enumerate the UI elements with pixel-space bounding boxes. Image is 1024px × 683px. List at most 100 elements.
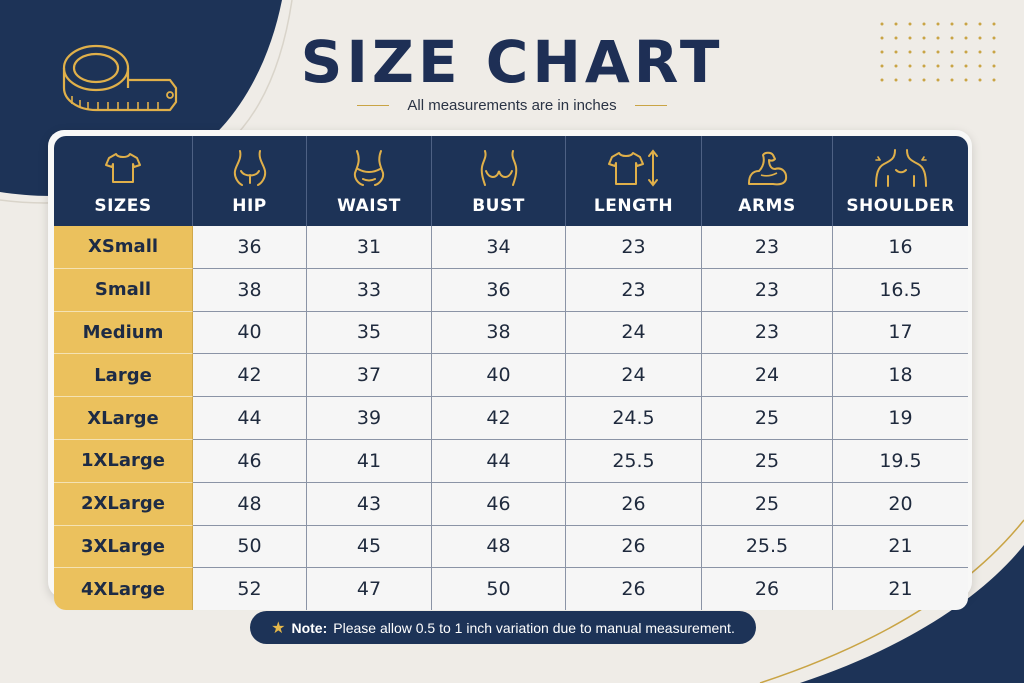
- note-label: Note:: [291, 619, 328, 636]
- measurement-cell-shoulder: 19: [833, 397, 968, 440]
- measurement-cell-hip: 44: [193, 397, 307, 440]
- measurement-cell-waist: 41: [307, 439, 432, 483]
- measurement-cell-arms: 25: [702, 439, 833, 483]
- measurement-cell-length: 23: [566, 226, 702, 269]
- table-row: Large 42 37 40 24 24 18: [54, 354, 968, 398]
- table-row: XSmall 36 31 34 23 23 16: [54, 226, 968, 269]
- size-label-cell: Large: [54, 354, 193, 398]
- measurement-cell-shoulder: 21: [833, 568, 968, 611]
- table-body: XSmall 36 31 34 23 23 16 Small 38 33 36 23 23 16.5 Med…: [54, 226, 968, 611]
- length-icon: [607, 148, 661, 188]
- waist-icon: [349, 148, 389, 188]
- measurement-cell-arms: 25: [702, 397, 833, 440]
- column-header-arms: ARMS: [702, 136, 833, 226]
- size-label-cell: 4XLarge: [54, 568, 193, 611]
- size-label-cell: Small: [54, 268, 193, 312]
- table-row: 3XLarge 50 45 48 26 25.5 21: [54, 525, 968, 569]
- size-label-cell: Medium: [54, 311, 193, 355]
- measurement-cell-hip: 48: [193, 482, 307, 526]
- measurement-cell-arms: 25: [702, 482, 833, 526]
- page-title: SIZE CHART: [300, 28, 724, 96]
- column-header-bust: BUST: [432, 136, 566, 226]
- measurement-cell-waist: 35: [307, 311, 432, 355]
- size-table: SIZES HIP WAIST BUST LEN: [54, 136, 968, 611]
- measurement-cell-bust: 34: [432, 226, 566, 269]
- measurement-cell-hip: 40: [193, 311, 307, 355]
- measurement-cell-bust: 44: [432, 439, 566, 483]
- table-header-row: SIZES HIP WAIST BUST LEN: [54, 136, 968, 226]
- column-header-sizes: SIZES: [54, 136, 193, 226]
- table-row: 2XLarge 48 43 46 26 25 20: [54, 482, 968, 526]
- measurement-cell-shoulder: 18: [833, 354, 968, 398]
- note-banner: ★ Note: Please allow 0.5 to 1 inch varia…: [250, 611, 756, 644]
- table-row: 1XLarge 46 41 44 25.5 25 19.5: [54, 439, 968, 483]
- subtitle: All measurements are in inches: [407, 97, 617, 114]
- measurement-cell-hip: 42: [193, 354, 307, 398]
- measurement-cell-hip: 46: [193, 439, 307, 483]
- measurement-cell-bust: 36: [432, 268, 566, 312]
- arm-icon: [745, 148, 789, 188]
- measurement-cell-length: 24: [566, 354, 702, 398]
- measurement-cell-bust: 38: [432, 311, 566, 355]
- measurement-cell-waist: 39: [307, 397, 432, 440]
- star-icon: ★: [271, 619, 286, 637]
- measurement-cell-waist: 33: [307, 268, 432, 312]
- size-label-cell: 3XLarge: [54, 525, 193, 569]
- measurement-cell-shoulder: 19.5: [833, 439, 968, 483]
- column-header-hip: HIP: [193, 136, 307, 226]
- note-text: Please allow 0.5 to 1 inch variation due…: [333, 619, 735, 636]
- size-label-cell: XLarge: [54, 397, 193, 440]
- measurement-cell-arms: 24: [702, 354, 833, 398]
- subtitle-row: All measurements are in inches: [0, 97, 1024, 114]
- measurement-cell-shoulder: 16: [833, 226, 968, 269]
- measurement-cell-waist: 47: [307, 568, 432, 611]
- measurement-cell-waist: 45: [307, 525, 432, 569]
- measurement-cell-waist: 43: [307, 482, 432, 526]
- measurement-cell-shoulder: 21: [833, 525, 968, 569]
- column-header-waist: WAIST: [307, 136, 432, 226]
- size-label-cell: 1XLarge: [54, 439, 193, 483]
- shoulder-icon: [874, 148, 928, 188]
- measurement-cell-length: 26: [566, 482, 702, 526]
- measurement-cell-arms: 23: [702, 268, 833, 312]
- column-header-length: LENGTH: [566, 136, 702, 226]
- measurement-cell-length: 26: [566, 568, 702, 611]
- measurement-cell-bust: 42: [432, 397, 566, 440]
- measurement-cell-arms: 23: [702, 311, 833, 355]
- measurement-cell-bust: 48: [432, 525, 566, 569]
- measurement-cell-hip: 52: [193, 568, 307, 611]
- measurement-cell-arms: 26: [702, 568, 833, 611]
- bust-icon: [477, 148, 521, 188]
- measurement-cell-length: 23: [566, 268, 702, 312]
- size-label-cell: 2XLarge: [54, 482, 193, 526]
- measurement-cell-length: 26: [566, 525, 702, 569]
- measuring-tape-icon: [62, 44, 178, 112]
- dot-pattern-decoration: [880, 22, 996, 82]
- table-row: Medium 40 35 38 24 23 17: [54, 311, 968, 355]
- measurement-cell-length: 24: [566, 311, 702, 355]
- measurement-cell-bust: 46: [432, 482, 566, 526]
- measurement-cell-shoulder: 16.5: [833, 268, 968, 312]
- tshirt-icon: [104, 148, 142, 188]
- measurement-cell-hip: 38: [193, 268, 307, 312]
- hip-icon: [230, 148, 270, 188]
- measurement-cell-shoulder: 20: [833, 482, 968, 526]
- measurement-cell-length: 25.5: [566, 439, 702, 483]
- measurement-cell-bust: 40: [432, 354, 566, 398]
- measurement-cell-bust: 50: [432, 568, 566, 611]
- divider-left: [357, 105, 390, 106]
- divider-right: [634, 105, 667, 106]
- table-row: 4XLarge 52 47 50 26 26 21: [54, 568, 968, 611]
- measurement-cell-length: 24.5: [566, 397, 702, 440]
- measurement-cell-waist: 31: [307, 226, 432, 269]
- measurement-cell-arms: 23: [702, 226, 833, 269]
- table-row: XLarge 44 39 42 24.5 25 19: [54, 397, 968, 440]
- measurement-cell-waist: 37: [307, 354, 432, 398]
- measurement-cell-arms: 25.5: [702, 525, 833, 569]
- size-label-cell: XSmall: [54, 226, 193, 269]
- measurement-cell-hip: 50: [193, 525, 307, 569]
- measurement-cell-hip: 36: [193, 226, 307, 269]
- column-header-shoulder: SHOULDER: [833, 136, 968, 226]
- measurement-cell-shoulder: 17: [833, 311, 968, 355]
- table-row: Small 38 33 36 23 23 16.5: [54, 268, 968, 312]
